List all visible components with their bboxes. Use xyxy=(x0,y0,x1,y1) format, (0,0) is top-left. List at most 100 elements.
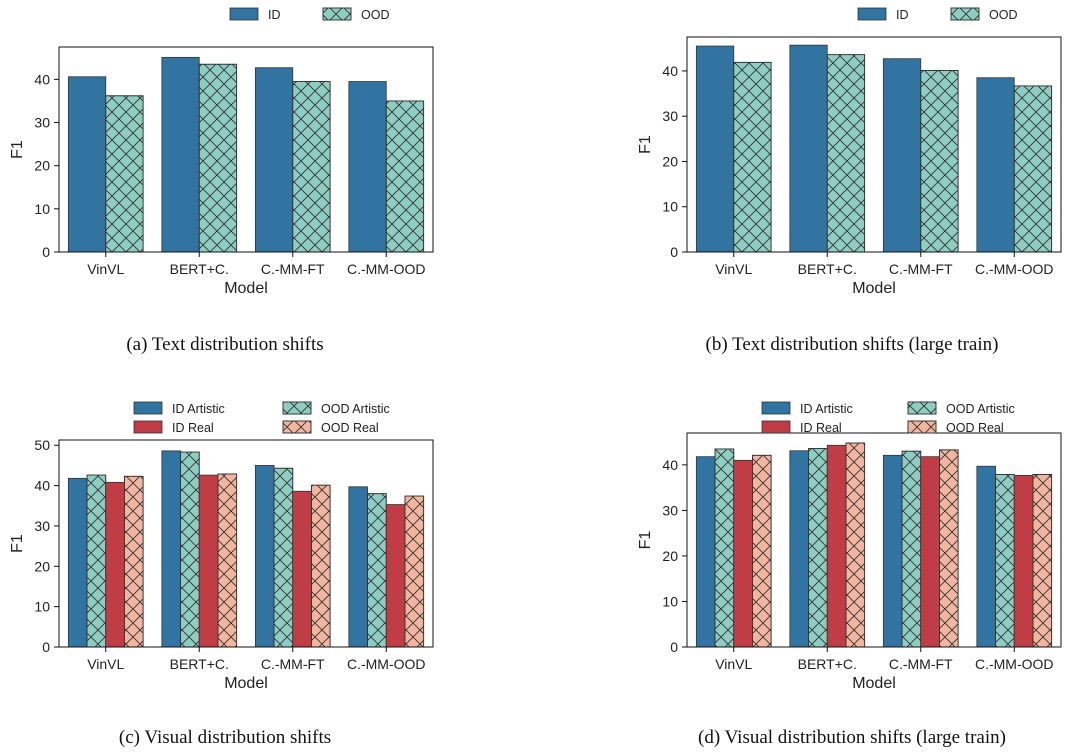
y-axis-label: F1 xyxy=(637,135,654,154)
bar-hatch xyxy=(180,451,200,648)
bar-hatch xyxy=(901,450,922,648)
y-tick-label: 40 xyxy=(662,63,678,79)
figure-caption: (a) Text distribution shifts xyxy=(126,334,323,355)
chart-panel: 0 10 20 30 40 VinVL BERT+C. C.-MM-FT C.-MM-OOD Mo… xyxy=(637,7,1062,355)
bar-hatch xyxy=(367,493,387,648)
y-tick-label: 0 xyxy=(670,244,678,260)
bar xyxy=(254,465,275,648)
bar xyxy=(789,44,828,253)
y-tick-label: 10 xyxy=(34,201,50,217)
bar xyxy=(976,77,1015,253)
legend-swatch-hatch xyxy=(907,401,937,415)
x-tick-label: VinVL xyxy=(715,261,752,277)
legend-swatch-hatch xyxy=(282,420,312,434)
y-tick-label: 0 xyxy=(42,639,50,655)
y-tick-label: 30 xyxy=(34,518,50,534)
bar xyxy=(733,459,753,648)
bar xyxy=(976,465,996,648)
legend-label: OOD Artistic xyxy=(946,402,1015,416)
chart-panel: 0 10 20 30 40 VinVL BERT+C. C.-MM-FT C.-MM-OOD Mo… xyxy=(637,401,1062,748)
bar xyxy=(198,474,219,648)
y-axis-label: F1 xyxy=(9,534,26,553)
figure-caption: (b) Text distribution shifts (large trai… xyxy=(706,334,999,355)
legend-swatch-hatch xyxy=(282,401,312,415)
legend-swatch xyxy=(229,7,259,21)
bar xyxy=(254,67,294,253)
legend-label: ID Artistic xyxy=(172,402,225,416)
x-axis-label: Model xyxy=(852,675,896,692)
y-tick-label: 0 xyxy=(670,639,678,655)
y-tick-label: 40 xyxy=(34,71,50,87)
legend: ID Artistic OOD Artistic ID Real OOD Real xyxy=(761,401,1015,435)
plot-frame xyxy=(58,46,434,253)
bar xyxy=(161,56,200,253)
bar-hatch xyxy=(995,474,1015,648)
x-tick-label: C.-MM-FT xyxy=(261,656,325,672)
bar-hatch xyxy=(939,449,959,648)
legend-swatch xyxy=(761,401,791,415)
y-tick-label: 30 xyxy=(662,502,678,518)
x-tick-label: C.-MM-OOD xyxy=(347,656,426,672)
x-axis-label: Model xyxy=(852,280,896,297)
legend-label: OOD xyxy=(989,8,1017,22)
bar xyxy=(695,45,735,253)
bar xyxy=(920,456,940,648)
bar-hatch xyxy=(1013,85,1053,253)
legend-label: OOD Artistic xyxy=(321,402,390,416)
x-axis-label: Model xyxy=(224,280,268,297)
bar-hatch xyxy=(752,454,772,648)
bar xyxy=(161,450,181,648)
bar xyxy=(826,444,847,648)
y-tick-label: 10 xyxy=(662,199,678,215)
chart-panel: 0 10 20 30 40 VinVL BERT+C. C.-MM-FT C.-MM-OOD Mo… xyxy=(9,7,434,355)
bar-hatch xyxy=(105,95,144,253)
bar-hatch xyxy=(845,442,866,648)
y-tick-label: 10 xyxy=(34,599,50,615)
plot-frame xyxy=(686,36,1062,253)
bar-hatch xyxy=(714,448,735,648)
bar-hatch xyxy=(826,54,866,253)
y-tick-label: 40 xyxy=(662,457,678,473)
bar-hatch xyxy=(733,61,772,253)
y-tick-label: 20 xyxy=(34,158,50,174)
y-tick-label: 30 xyxy=(34,115,50,131)
legend-label: ID Real xyxy=(172,421,214,435)
bar-hatch xyxy=(311,484,331,648)
figure-caption: (c) Visual distribution shifts xyxy=(119,727,331,748)
x-tick-label: C.-MM-FT xyxy=(889,261,953,277)
y-tick-label: 20 xyxy=(662,153,678,169)
legend-label: ID xyxy=(896,8,909,22)
bar-hatch xyxy=(385,100,425,253)
legend-label: OOD xyxy=(361,8,389,22)
legend-swatch xyxy=(133,401,163,415)
bar-hatch xyxy=(217,473,238,648)
x-tick-label: BERT+C. xyxy=(170,656,229,672)
chart-panel: 0 10 20 30 40 50 VinVL BERT+C. C.-MM-FT C.-MM-OOD… xyxy=(9,401,434,748)
y-axis-label: F1 xyxy=(637,531,654,550)
bar xyxy=(348,81,387,253)
legend: ID OOD xyxy=(857,7,1017,22)
bar xyxy=(882,58,922,253)
bar-hatch xyxy=(198,63,238,253)
legend-label: ID xyxy=(268,8,281,22)
x-tick-label: C.-MM-OOD xyxy=(975,656,1054,672)
bar-hatch xyxy=(920,70,959,253)
bar xyxy=(292,490,312,648)
y-tick-label: 10 xyxy=(662,593,678,609)
legend-swatch-hatch xyxy=(907,420,937,434)
bar xyxy=(67,76,107,253)
bar xyxy=(385,504,406,648)
y-axis-label: F1 xyxy=(9,140,26,159)
bar-hatch xyxy=(808,448,828,648)
legend: ID OOD xyxy=(229,7,389,22)
x-axis-label: Model xyxy=(224,675,268,692)
bar xyxy=(695,456,716,648)
x-tick-label: VinVL xyxy=(87,261,124,277)
plot-frame xyxy=(58,439,434,648)
legend-label: ID Artistic xyxy=(800,402,853,416)
bar xyxy=(105,481,125,648)
x-tick-label: C.-MM-FT xyxy=(261,261,325,277)
legend-swatch xyxy=(133,420,163,434)
bar xyxy=(789,450,809,648)
